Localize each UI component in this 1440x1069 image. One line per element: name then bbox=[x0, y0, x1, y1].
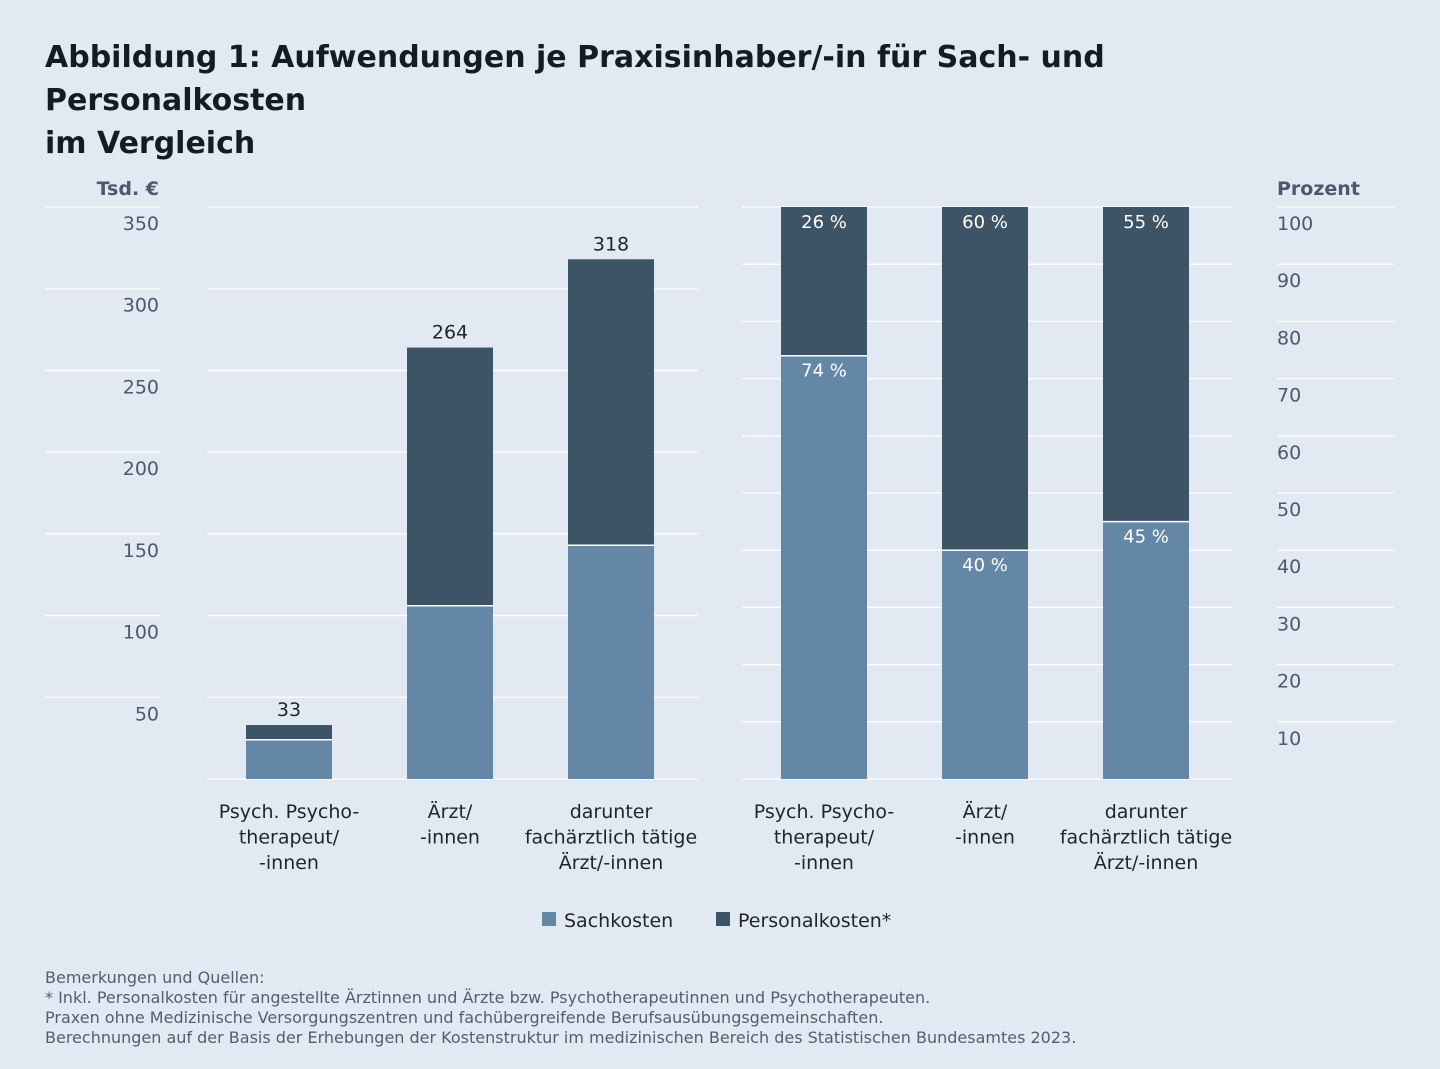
bar-sachkosten-pct bbox=[942, 550, 1028, 779]
x-category-label-left: Ärzt/ bbox=[428, 800, 473, 823]
bar-sachkosten-abs bbox=[568, 545, 654, 779]
y-axis-unit-left: Tsd. € bbox=[97, 178, 159, 200]
bar-total-label: 33 bbox=[277, 699, 301, 721]
y-tick-label-left: 150 bbox=[123, 540, 159, 562]
notes-line: Praxen ohne Medizinische Versorgungszent… bbox=[45, 1008, 884, 1027]
legend-swatch-sachkosten bbox=[542, 912, 556, 926]
y-tick-label-right: 10 bbox=[1277, 728, 1301, 750]
notes-line: * Inkl. Personalkosten für angestellte Ä… bbox=[45, 988, 931, 1007]
notes-line: Bemerkungen und Quellen: bbox=[45, 968, 265, 987]
x-category-label-left: therapeut/ bbox=[239, 827, 340, 849]
y-axis-unit-right: Prozent bbox=[1277, 178, 1360, 200]
y-tick-label-left: 200 bbox=[123, 458, 159, 480]
bar-label-personalkosten-pct: 60 % bbox=[962, 212, 1008, 233]
x-category-label-right: -innen bbox=[955, 827, 1015, 849]
y-tick-label-right: 60 bbox=[1277, 442, 1301, 464]
bar-label-sachkosten-pct: 74 % bbox=[801, 361, 847, 382]
x-category-label-left: darunter bbox=[570, 801, 653, 823]
bar-sachkosten-pct bbox=[1103, 521, 1189, 779]
notes: Bemerkungen und Quellen: * Inkl. Persona… bbox=[45, 968, 1425, 1048]
bar-label-personalkosten-pct: 26 % bbox=[801, 212, 847, 233]
x-category-label-right: -innen bbox=[794, 852, 854, 874]
chart-title-line2: im Vergleich bbox=[45, 126, 256, 161]
y-tick-label-left: 350 bbox=[123, 213, 159, 235]
x-category-label-right: Ärzt/-innen bbox=[1094, 851, 1199, 874]
y-tick-label-right: 90 bbox=[1277, 270, 1301, 292]
y-tick-label-left: 50 bbox=[135, 703, 159, 725]
y-tick-label-right: 20 bbox=[1277, 671, 1301, 693]
legend-label-personalkosten: Personalkosten* bbox=[738, 910, 891, 932]
y-tick-label-right: 40 bbox=[1277, 556, 1301, 578]
x-category-label-right: fachärztlich tätige bbox=[1060, 827, 1232, 849]
x-category-label-left: -innen bbox=[259, 852, 319, 874]
legend-swatch-personalkosten bbox=[716, 912, 730, 926]
x-category-label-left: Ärzt/-innen bbox=[559, 851, 664, 874]
x-category-label-right: darunter bbox=[1105, 801, 1188, 823]
chart-title: Abbildung 1: Aufwendungen je Praxisinhab… bbox=[45, 36, 1345, 165]
bar-personalkosten-pct bbox=[1103, 207, 1189, 522]
notes-line: Berechnungen auf der Basis der Erhebunge… bbox=[45, 1028, 1077, 1047]
bar-total-label: 264 bbox=[432, 322, 468, 344]
bar-label-personalkosten-pct: 55 % bbox=[1123, 212, 1169, 233]
y-tick-label-left: 300 bbox=[123, 295, 159, 317]
x-category-label-left: fachärztlich tätige bbox=[525, 827, 697, 849]
bar-total-label: 318 bbox=[593, 233, 629, 255]
chart-canvas: 50 100 150 200 250 300 350 Tsd. € 33 Psych. Psych… bbox=[45, 178, 1394, 932]
y-tick-label-right: 70 bbox=[1277, 385, 1301, 407]
bar-sachkosten-abs bbox=[246, 739, 332, 779]
bar-personalkosten-abs bbox=[407, 347, 493, 606]
y-tick-label-right: 30 bbox=[1277, 613, 1301, 635]
bar-sachkosten-pct bbox=[781, 355, 867, 779]
x-category-label-right: Ärzt/ bbox=[963, 800, 1008, 823]
y-tick-label-right: 100 bbox=[1277, 213, 1313, 235]
bar-personalkosten-pct bbox=[942, 207, 1028, 551]
bar-label-sachkosten-pct: 40 % bbox=[962, 555, 1008, 576]
bar-sachkosten-abs bbox=[407, 605, 493, 779]
x-category-label-right: Psych. Psycho- bbox=[754, 801, 894, 823]
y-tick-label-right: 50 bbox=[1277, 499, 1301, 521]
legend-label-sachkosten: Sachkosten bbox=[564, 910, 673, 932]
chart-title-line1: Abbildung 1: Aufwendungen je Praxisinhab… bbox=[45, 40, 1105, 118]
x-category-label-left: -innen bbox=[420, 827, 480, 849]
x-category-label-right: therapeut/ bbox=[774, 827, 875, 849]
y-tick-label-left: 100 bbox=[123, 622, 159, 644]
y-tick-label-left: 250 bbox=[123, 376, 159, 398]
x-category-label-left: Psych. Psycho- bbox=[219, 801, 359, 823]
bar-label-sachkosten-pct: 45 % bbox=[1123, 527, 1169, 548]
bar-personalkosten-abs bbox=[246, 725, 332, 740]
bar-personalkosten-pct bbox=[781, 207, 867, 356]
y-tick-label-right: 80 bbox=[1277, 327, 1301, 349]
bar-personalkosten-abs bbox=[568, 259, 654, 546]
